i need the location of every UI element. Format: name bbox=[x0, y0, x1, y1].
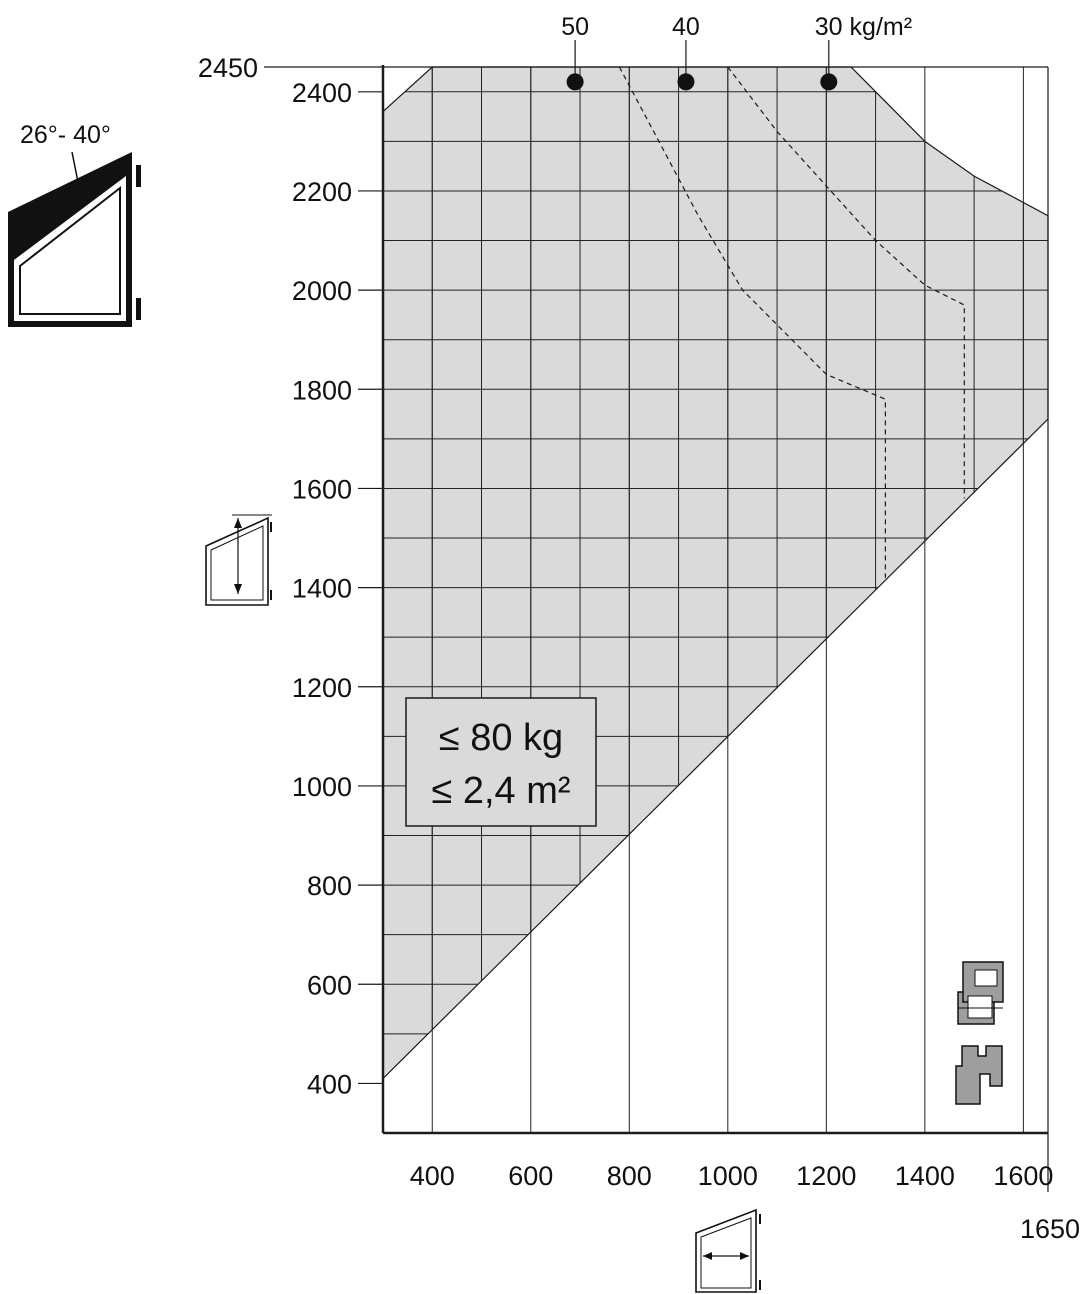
sash-height-icon bbox=[205, 514, 272, 606]
sash-width-icon bbox=[695, 1208, 761, 1293]
x-tick-labels: 400 600 800 1000 1200 1400 1600 1650 bbox=[410, 1161, 1080, 1244]
x-tick-label: 1600 bbox=[993, 1161, 1053, 1191]
y-tick-label: 1200 bbox=[292, 673, 352, 703]
y-tick-label: 1400 bbox=[292, 574, 352, 604]
gasket-profile-icon bbox=[955, 1045, 1003, 1105]
weight-marker bbox=[566, 73, 584, 91]
x-tick-label: 800 bbox=[607, 1161, 652, 1191]
x-tick-label: 1000 bbox=[698, 1161, 758, 1191]
weight-limit-label: ≤ 80 kg bbox=[439, 717, 563, 759]
weight-curve bbox=[618, 66, 886, 578]
angled-sash-icon bbox=[8, 151, 141, 327]
y-tick-label: 1800 bbox=[292, 375, 352, 405]
y-tick-label: 1000 bbox=[292, 772, 352, 802]
weight-marker-label: 50 bbox=[561, 13, 589, 41]
y-extra-tick-label: 2450 bbox=[198, 53, 258, 83]
area-limit-label: ≤ 2,4 m² bbox=[431, 770, 570, 812]
permissible-region-layer bbox=[382, 66, 1049, 1080]
y-tick-label: 800 bbox=[307, 871, 352, 901]
weight-marker-label: 30 kg/m² bbox=[815, 13, 912, 41]
y-tick-label: 400 bbox=[307, 1069, 352, 1099]
frame-profile-icon bbox=[957, 961, 1004, 1025]
y-tick-label: 2400 bbox=[292, 78, 352, 108]
y-tick-label: 2000 bbox=[292, 276, 352, 306]
x-tick-label: 600 bbox=[508, 1161, 553, 1191]
y-tick-label: 600 bbox=[307, 970, 352, 1000]
limits-box: ≤ 80 kg ≤ 2,4 m² bbox=[405, 697, 597, 827]
y-tick-labels: 400 600 800 1000 1200 1400 1600 1800 2000 2200 240… bbox=[198, 53, 352, 1099]
weight-marker bbox=[677, 73, 695, 91]
y-tick-label: 2200 bbox=[292, 177, 352, 207]
angle-range-label: 26°- 40° bbox=[20, 121, 111, 149]
x-tick-label: 1200 bbox=[796, 1161, 856, 1191]
axes bbox=[264, 65, 1049, 1192]
weight-marker-label: 40 bbox=[672, 13, 700, 41]
weight-curve bbox=[727, 66, 965, 499]
weight-markers: 50 40 30 kg/m² bbox=[561, 13, 912, 91]
weight-curve-layer bbox=[618, 66, 965, 578]
weight-marker bbox=[820, 73, 838, 91]
y-tick-label: 1600 bbox=[292, 474, 352, 504]
x-tick-label: 1400 bbox=[895, 1161, 955, 1191]
x-tick-label: 400 bbox=[410, 1161, 455, 1191]
permissible-region bbox=[382, 66, 1049, 1080]
x-extra-tick-label: 1650 bbox=[1020, 1214, 1080, 1244]
